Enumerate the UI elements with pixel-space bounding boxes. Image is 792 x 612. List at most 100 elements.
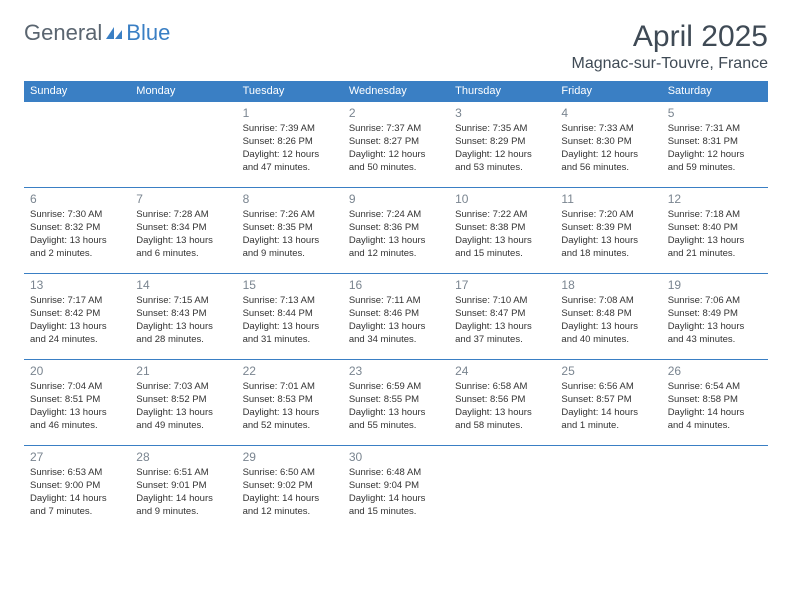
calendar-cell: 17 Sunrise: 7:10 AMSunset: 8:47 PMDayligh… <box>449 274 555 360</box>
day-info: Sunrise: 6:59 AMSunset: 8:55 PMDaylight:… <box>349 381 443 432</box>
daylight-text: Daylight: 13 hours and 49 minutes. <box>136 407 230 433</box>
day-info: Sunrise: 7:03 AMSunset: 8:52 PMDaylight:… <box>136 381 230 432</box>
sunset-text: Sunset: 8:29 PM <box>455 136 549 149</box>
daylight-text: Daylight: 12 hours and 59 minutes. <box>668 149 762 175</box>
day-number: 16 <box>349 277 443 293</box>
calendar-week-row: 1Sunrise: 7:39 AMSunset: 8:26 PMDaylight… <box>24 102 768 188</box>
calendar-cell: 7Sunrise: 7:28 AMSunset: 8:34 PMDaylight… <box>130 188 236 274</box>
daylight-text: Daylight: 13 hours and 2 minutes. <box>30 235 124 261</box>
sunset-text: Sunset: 8:44 PM <box>243 308 337 321</box>
day-info: Sunrise: 6:54 AMSunset: 8:58 PMDaylight:… <box>668 381 762 432</box>
calendar-cell: 3Sunrise: 7:35 AMSunset: 8:29 PMDaylight… <box>449 102 555 188</box>
day-info: Sunrise: 7:22 AMSunset: 8:38 PMDaylight:… <box>455 209 549 260</box>
daylight-text: Daylight: 13 hours and 28 minutes. <box>136 321 230 347</box>
calendar-cell: 10Sunrise: 7:22 AMSunset: 8:38 PMDayligh… <box>449 188 555 274</box>
calendar-table: SundayMondayTuesdayWednesdayThursdayFrid… <box>24 81 768 532</box>
sunset-text: Sunset: 8:48 PM <box>561 308 655 321</box>
day-number: 25 <box>561 363 655 379</box>
weekday-header: Sunday <box>24 81 130 102</box>
daylight-text: Daylight: 13 hours and 24 minutes. <box>30 321 124 347</box>
title-block: April 2025 Magnac-sur-Touvre, France <box>571 20 768 73</box>
day-info: Sunrise: 7:18 AMSunset: 8:40 PMDaylight:… <box>668 209 762 260</box>
day-number: 3 <box>455 105 549 121</box>
sunset-text: Sunset: 8:39 PM <box>561 222 655 235</box>
calendar-cell: 8Sunrise: 7:26 AMSunset: 8:35 PMDaylight… <box>237 188 343 274</box>
sunrise-text: Sunrise: 7:28 AM <box>136 209 230 222</box>
sunset-text: Sunset: 8:36 PM <box>349 222 443 235</box>
day-info: Sunrise: 7:20 AMSunset: 8:39 PMDaylight:… <box>561 209 655 260</box>
calendar-cell: 6Sunrise: 7:30 AMSunset: 8:32 PMDaylight… <box>24 188 130 274</box>
sunrise-text: Sunrise: 7:03 AM <box>136 381 230 394</box>
daylight-text: Daylight: 13 hours and 37 minutes. <box>455 321 549 347</box>
weekday-row: SundayMondayTuesdayWednesdayThursdayFrid… <box>24 81 768 102</box>
sunset-text: Sunset: 8:51 PM <box>30 394 124 407</box>
sunset-text: Sunset: 8:43 PM <box>136 308 230 321</box>
day-number: 1 <box>243 105 337 121</box>
day-number: 27 <box>30 449 124 465</box>
day-number: 13 <box>30 277 124 293</box>
day-number: 22 <box>243 363 337 379</box>
sunset-text: Sunset: 8:27 PM <box>349 136 443 149</box>
logo-text-gray: General <box>24 20 102 46</box>
sunrise-text: Sunrise: 6:51 AM <box>136 467 230 480</box>
day-number: 29 <box>243 449 337 465</box>
weekday-header: Tuesday <box>237 81 343 102</box>
day-info: Sunrise: 6:58 AMSunset: 8:56 PMDaylight:… <box>455 381 549 432</box>
sunrise-text: Sunrise: 7:04 AM <box>30 381 124 394</box>
sunset-text: Sunset: 8:55 PM <box>349 394 443 407</box>
sunrise-text: Sunrise: 7:20 AM <box>561 209 655 222</box>
day-number: 19 <box>668 277 762 293</box>
calendar-week-row: 13Sunrise: 7:17 AMSunset: 8:42 PMDayligh… <box>24 274 768 360</box>
daylight-text: Daylight: 12 hours and 47 minutes. <box>243 149 337 175</box>
daylight-text: Daylight: 14 hours and 15 minutes. <box>349 493 443 519</box>
daylight-text: Daylight: 13 hours and 12 minutes. <box>349 235 443 261</box>
calendar-cell: 18Sunrise: 7:08 AMSunset: 8:48 PMDayligh… <box>555 274 661 360</box>
calendar-cell: 28Sunrise: 6:51 AMSunset: 9:01 PMDayligh… <box>130 446 236 532</box>
day-info: Sunrise: 6:53 AMSunset: 9:00 PMDaylight:… <box>30 467 124 518</box>
day-info: Sunrise: 7:01 AMSunset: 8:53 PMDaylight:… <box>243 381 337 432</box>
day-number: 17 <box>455 277 549 293</box>
day-info: Sunrise: 7:06 AMSunset: 8:49 PMDaylight:… <box>668 295 762 346</box>
sunset-text: Sunset: 8:58 PM <box>668 394 762 407</box>
sunrise-text: Sunrise: 6:48 AM <box>349 467 443 480</box>
daylight-text: Daylight: 14 hours and 4 minutes. <box>668 407 762 433</box>
calendar-week-row: 27 Sunrise: 6:53 AMSunset: 9:00 PMDayligh… <box>24 446 768 532</box>
daylight-text: Daylight: 13 hours and 21 minutes. <box>668 235 762 261</box>
sunrise-text: Sunrise: 7:08 AM <box>561 295 655 308</box>
calendar-cell <box>24 102 130 188</box>
day-info: Sunrise: 7:15 AMSunset: 8:43 PMDaylight:… <box>136 295 230 346</box>
sunrise-text: Sunrise: 7:37 AM <box>349 123 443 136</box>
calendar-cell: 14 Sunrise: 7:15 AMSunset: 8:43 PMDayligh… <box>130 274 236 360</box>
daylight-text: Daylight: 13 hours and 55 minutes. <box>349 407 443 433</box>
calendar-cell <box>555 446 661 532</box>
daylight-text: Daylight: 14 hours and 9 minutes. <box>136 493 230 519</box>
logo: General Blue <box>24 20 170 46</box>
day-number: 14 <box>136 277 230 293</box>
daylight-text: Daylight: 13 hours and 43 minutes. <box>668 321 762 347</box>
sunrise-text: Sunrise: 6:59 AM <box>349 381 443 394</box>
day-number: 11 <box>561 191 655 207</box>
location-label: Magnac-sur-Touvre, France <box>571 55 768 73</box>
sunset-text: Sunset: 8:46 PM <box>349 308 443 321</box>
daylight-text: Daylight: 14 hours and 7 minutes. <box>30 493 124 519</box>
daylight-text: Daylight: 13 hours and 52 minutes. <box>243 407 337 433</box>
daylight-text: Daylight: 13 hours and 40 minutes. <box>561 321 655 347</box>
header-row: General Blue April 2025 Magnac-sur-Touvr… <box>24 20 768 73</box>
day-number: 15 <box>243 277 337 293</box>
sunset-text: Sunset: 8:49 PM <box>668 308 762 321</box>
day-number: 8 <box>243 191 337 207</box>
daylight-text: Daylight: 12 hours and 50 minutes. <box>349 149 443 175</box>
calendar-page: General Blue April 2025 Magnac-sur-Touvr… <box>0 0 792 552</box>
day-info: Sunrise: 7:24 AMSunset: 8:36 PMDaylight:… <box>349 209 443 260</box>
calendar-week-row: 6Sunrise: 7:30 AMSunset: 8:32 PMDaylight… <box>24 188 768 274</box>
sunrise-text: Sunrise: 7:24 AM <box>349 209 443 222</box>
sunset-text: Sunset: 8:57 PM <box>561 394 655 407</box>
sunset-text: Sunset: 9:04 PM <box>349 480 443 493</box>
sunrise-text: Sunrise: 6:58 AM <box>455 381 549 394</box>
calendar-cell <box>662 446 768 532</box>
day-info: Sunrise: 7:10 AMSunset: 8:47 PMDaylight:… <box>455 295 549 346</box>
calendar-cell: 21Sunrise: 7:03 AMSunset: 8:52 PMDayligh… <box>130 360 236 446</box>
day-number: 9 <box>349 191 443 207</box>
calendar-cell: 25Sunrise: 6:56 AMSunset: 8:57 PMDayligh… <box>555 360 661 446</box>
day-number: 28 <box>136 449 230 465</box>
